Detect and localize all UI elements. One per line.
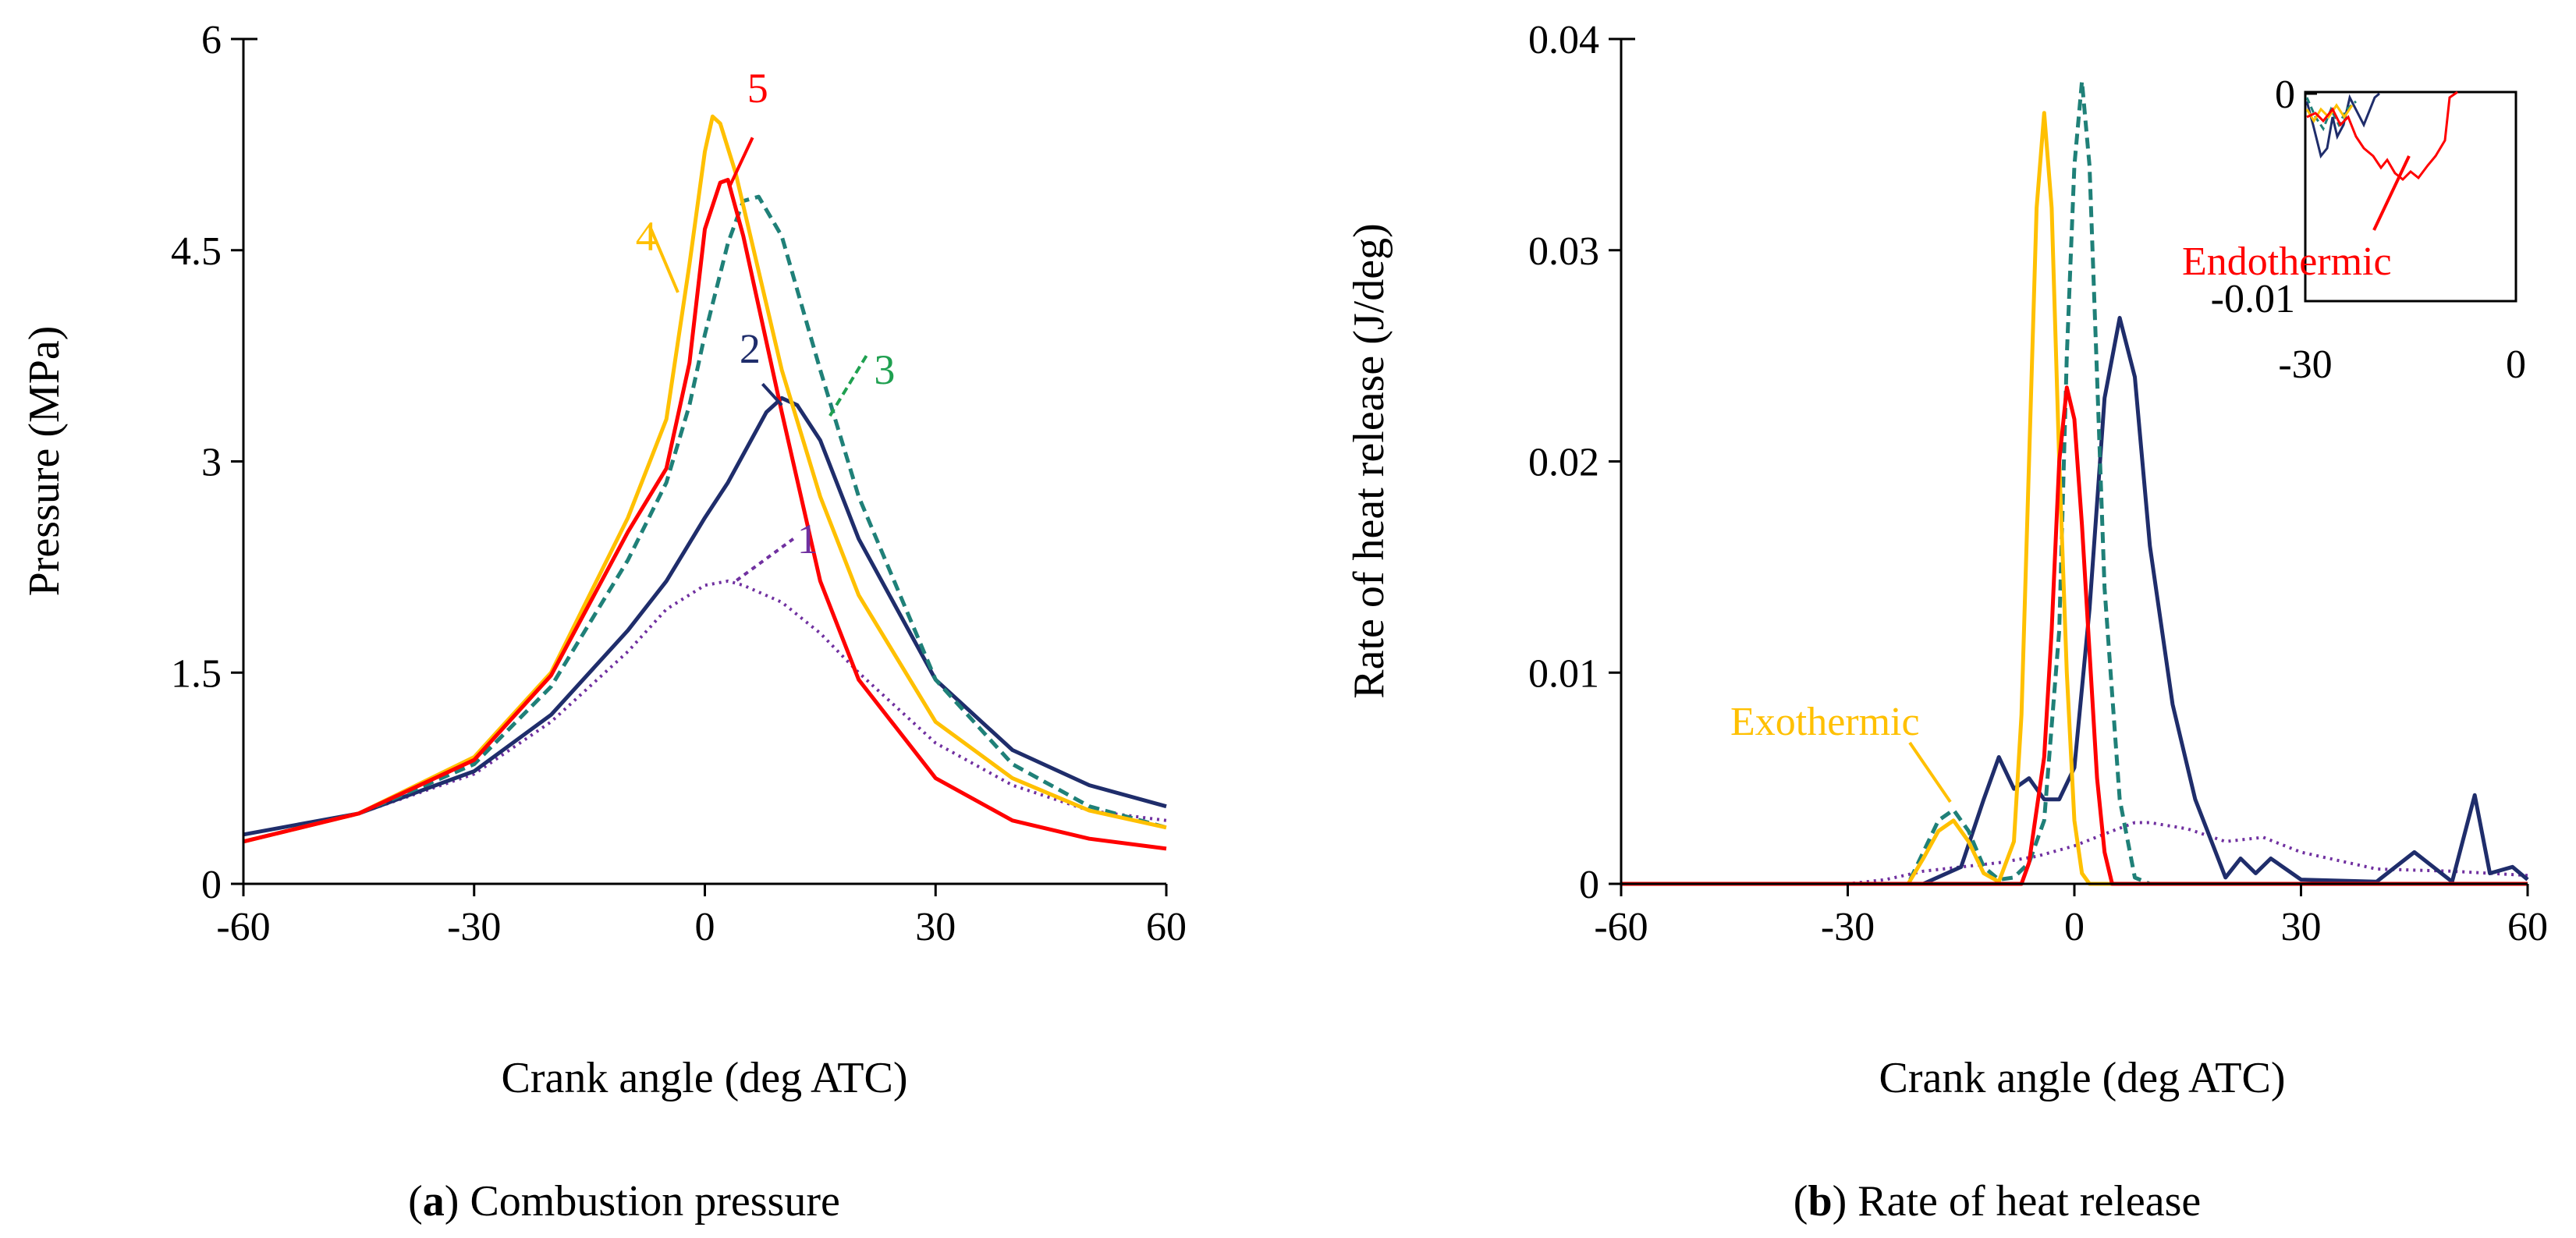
curve-label-3: 3 — [874, 346, 895, 393]
inset-x-tick-label-0: -30 — [2278, 342, 2332, 387]
panel-a-y-tick-label: 4.5 — [171, 229, 222, 274]
inset-series-5 — [2306, 90, 2458, 182]
panel-a-caption-text: Combustion pressure — [459, 1177, 839, 1226]
panel-b-series — [1621, 79, 2529, 886]
panel-a: -60 -30 0 30 60 01.534.56 12 345 Crank angle … — [20, 18, 1187, 1226]
exothermic-pointer — [1908, 741, 1952, 803]
inset-series-4 — [2305, 103, 2354, 123]
inset-y-tick-label-0: 0 — [2275, 73, 2295, 117]
inset-y-tick-label-1: -0.01 — [2211, 277, 2295, 321]
panel-a-series-2 — [243, 396, 1167, 837]
endothermic-pointer — [2372, 155, 2411, 231]
panel-a-series — [243, 114, 1167, 851]
panel-b-y-tick-label: 0 — [1579, 863, 1599, 907]
panel-a-x-tick-label: 30 — [915, 905, 956, 949]
panel-b-series-4 — [1621, 111, 2528, 886]
panel-b-y-tick-label: 0.01 — [1528, 651, 1599, 696]
panel-a-series-3 — [243, 194, 1167, 844]
endothermic-label: Endothermic — [2182, 239, 2392, 284]
panel-b-x-tick-label: -30 — [1821, 905, 1875, 949]
curve-label-2: 2 — [740, 325, 761, 372]
panel-b-x-tick-label: -60 — [1594, 905, 1648, 949]
panel-b-series-2 — [1621, 315, 2529, 886]
exothermic-label: Exothermic — [1730, 700, 1920, 744]
panel-b-caption: (b) Rate of heat release — [1794, 1177, 2201, 1226]
panel-b-caption-text: Rate of heat release — [1847, 1177, 2201, 1226]
curve-label-leader — [734, 537, 795, 583]
panel-b-x-tick-label: 30 — [2281, 905, 2322, 949]
panel-b-series-5 — [1621, 385, 2528, 886]
panel-a-x-tick-label: -30 — [447, 905, 501, 949]
panel-b-x-ticks: -60 -30 0 30 60 — [1594, 884, 2548, 949]
panel-a-caption: (a) Combustion pressure — [408, 1177, 840, 1226]
panel-a-y-tick-label: 3 — [201, 441, 222, 485]
panel-b-x-tick-label: 60 — [2507, 905, 2548, 949]
panel-a-curve-labels: 12 345 — [636, 65, 895, 583]
curve-label-leader — [728, 137, 754, 188]
panel-a-x-tick-label: 60 — [1146, 905, 1187, 949]
inset-frame — [2304, 90, 2517, 303]
curve-label-leader — [649, 228, 679, 293]
panel-a-y-axis-title: Pressure (MPa) — [20, 326, 69, 597]
panel-b-y-tick-label: 0.02 — [1528, 441, 1599, 485]
panel-a-x-axis-title: Crank angle (deg ATC) — [502, 1054, 908, 1102]
panel-a-x-tick-label: 0 — [695, 905, 715, 949]
panel-a-series-5 — [243, 178, 1167, 851]
panel-b-y-axis-title: Rate of heat release (J/deg) — [1345, 223, 1393, 698]
panel-a-caption-letter: a — [423, 1177, 445, 1226]
panel-b-series-3 — [1621, 79, 2528, 886]
curve-label-1: 1 — [797, 516, 818, 562]
inset-x-tick-label-1: 0 — [2506, 342, 2526, 387]
curve-label-leader — [761, 382, 783, 406]
panel-b-y-tick-label: 0.03 — [1528, 229, 1599, 274]
inset-series-2 — [2305, 92, 2380, 159]
curve-label-5: 5 — [747, 65, 768, 112]
inset-traces — [2305, 90, 2458, 182]
panel-a-y-ticks: 0 1.5 3 4.5 6 — [171, 18, 243, 907]
panel-b-y-ticks: 0 0.01 0.02 0.03 0.04 — [1528, 18, 1621, 907]
panel-a-y-tick-label: 1.5 — [171, 651, 222, 696]
panel-a-y-tick-label: 0 — [201, 863, 222, 907]
panel-a-x-ticks: -60 -30 0 30 60 — [216, 884, 1187, 949]
panel-b-caption-letter: b — [1808, 1177, 1832, 1226]
panel-b-x-axis-title: Crank angle (deg ATC) — [1879, 1054, 2286, 1102]
panel-b-series-1 — [1621, 821, 2528, 885]
panel-b-x-tick-label: 0 — [2064, 905, 2085, 949]
panel-a-y-tick-label: 6 — [201, 18, 222, 62]
inset: 0 -0.01 -30 0 Endothermic — [2182, 73, 2526, 387]
panel-b-y-tick-label: 0.04 — [1528, 18, 1599, 62]
curve-label-leader — [826, 355, 868, 420]
panel-b: -60 -30 0 30 60 0 0.01 0.02 0.03 0.04 Exothermic… — [1345, 18, 2548, 1226]
panel-a-x-tick-label: -60 — [216, 905, 270, 949]
